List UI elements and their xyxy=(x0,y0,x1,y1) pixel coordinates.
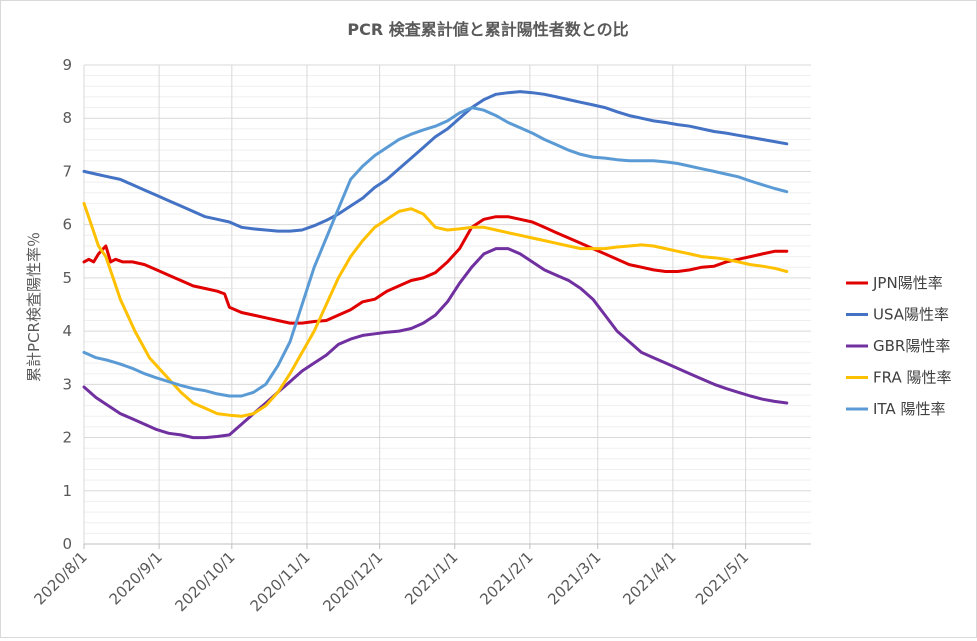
series-group xyxy=(82,90,789,440)
y-tick-label: 9 xyxy=(62,56,72,74)
x-tick-label: 2021/5/1 xyxy=(692,548,752,608)
x-tick-label: 2021/3/1 xyxy=(544,548,604,608)
x-tick-label: 2020/10/1 xyxy=(172,548,239,615)
y-tick-label: 5 xyxy=(62,269,72,287)
y-axis: 0 1 2 3 4 5 6 7 8 9 xyxy=(62,56,72,553)
x-tick-label: 2020/8/1 xyxy=(30,548,90,608)
grid xyxy=(83,64,811,545)
y-tick-label: 6 xyxy=(62,216,72,234)
series-line-3 xyxy=(82,247,789,440)
x-axis: 2020/8/1 2020/9/1 2020/10/1 2020/11/1 2020/1… xyxy=(30,543,811,615)
x-tick-label: 2020/9/1 xyxy=(106,548,166,608)
series-line-5 xyxy=(82,106,789,398)
y-tick-label: 0 xyxy=(62,535,72,553)
legend-label: JPN陽性率 xyxy=(872,274,943,292)
y-tick-label: 7 xyxy=(62,162,72,180)
y-tick-label: 8 xyxy=(62,109,72,127)
y-tick-label: 1 xyxy=(62,482,72,500)
series-line-1 xyxy=(82,215,789,325)
chart-title: PCR 検査累計値と累計陽性者数との比 xyxy=(347,20,628,39)
x-tick-label: 2021/2/1 xyxy=(476,548,536,608)
legend-label: FRA 陽性率 xyxy=(873,369,951,387)
series-line-4 xyxy=(82,201,789,418)
y-tick-label: 2 xyxy=(62,429,72,447)
x-tick-label: 2020/11/1 xyxy=(247,548,314,615)
legend-label: GBR陽性率 xyxy=(873,337,950,355)
legend: JPN陽性率 USA陽性率 GBR陽性率 FRA 陽性率 ITA 陽性率 xyxy=(846,274,951,418)
y-tick-label: 4 xyxy=(62,322,72,340)
x-tick-label: 2020/12/1 xyxy=(319,548,386,615)
series-line-2 xyxy=(82,90,789,233)
legend-label: USA陽性率 xyxy=(873,306,949,324)
legend-label: ITA 陽性率 xyxy=(873,400,945,418)
y-tick-label: 3 xyxy=(62,375,72,393)
x-tick-label: 2021/4/1 xyxy=(619,548,679,608)
y-axis-label: 累計PCR検査陽性率％ xyxy=(25,232,43,382)
x-tick-label: 2021/1/1 xyxy=(401,548,461,608)
